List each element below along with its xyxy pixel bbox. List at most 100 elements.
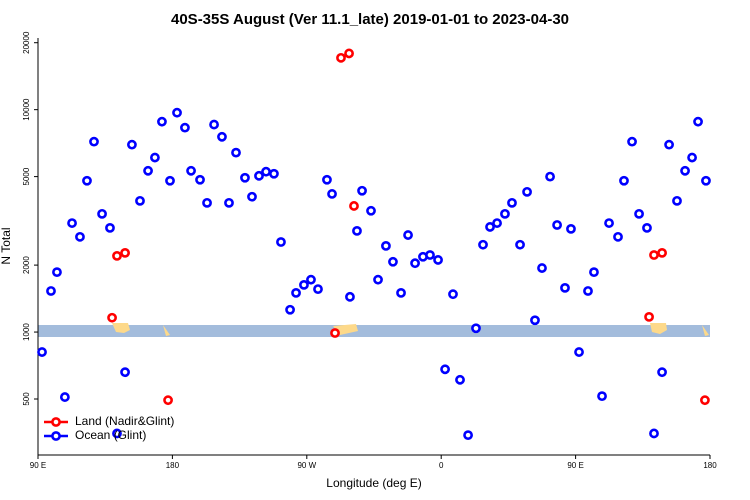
point	[693, 116, 703, 127]
point	[471, 323, 481, 334]
point	[425, 250, 435, 260]
point	[291, 287, 301, 298]
point	[75, 231, 85, 242]
point	[613, 231, 623, 242]
point	[597, 391, 607, 402]
point	[545, 171, 555, 182]
point	[537, 263, 547, 273]
point	[217, 131, 227, 142]
point	[433, 255, 443, 265]
point	[285, 304, 295, 315]
point	[112, 250, 122, 261]
point	[574, 347, 584, 357]
point	[261, 166, 271, 177]
point	[269, 168, 279, 179]
point	[403, 230, 413, 240]
point	[59, 392, 70, 402]
point	[485, 222, 495, 232]
point	[463, 430, 473, 441]
y-tick-label: 20000	[22, 31, 31, 54]
point	[37, 347, 47, 357]
point	[344, 48, 354, 59]
point	[680, 165, 690, 176]
point	[664, 139, 674, 150]
point	[82, 175, 92, 186]
point	[619, 175, 629, 186]
point	[530, 315, 540, 326]
x-tick-label: 180	[703, 461, 717, 470]
x-tick-label: 180	[166, 461, 180, 470]
point	[112, 428, 122, 439]
point	[157, 116, 167, 127]
point	[410, 258, 420, 269]
point	[515, 239, 525, 250]
point	[247, 191, 257, 202]
point	[352, 225, 362, 236]
point	[448, 289, 458, 300]
point	[135, 195, 145, 206]
point	[276, 237, 286, 247]
point	[649, 428, 659, 439]
land-shape	[650, 323, 667, 334]
point	[672, 195, 682, 206]
point	[180, 122, 190, 133]
y-axis-label: N Total	[0, 227, 13, 264]
point	[299, 279, 309, 290]
point	[357, 185, 367, 196]
y-tick-label: 10000	[22, 98, 31, 121]
y-tick-label: 2000	[22, 256, 31, 274]
point	[322, 174, 332, 185]
x-tick-label: 90 E	[30, 461, 46, 470]
point	[163, 395, 173, 406]
point	[231, 147, 241, 158]
point	[642, 222, 652, 233]
point	[522, 186, 532, 197]
point	[396, 287, 406, 298]
point	[209, 119, 219, 130]
x-tick-label: 90 W	[297, 461, 316, 470]
point	[649, 250, 659, 260]
point	[388, 256, 398, 267]
y-tick-label: 1000	[22, 323, 31, 341]
land-shape	[112, 323, 130, 333]
point	[478, 239, 488, 250]
point	[345, 291, 355, 302]
point	[657, 247, 667, 258]
point	[186, 165, 196, 176]
point	[89, 136, 99, 147]
point	[195, 174, 205, 185]
point	[701, 175, 711, 186]
point	[107, 312, 117, 323]
point	[366, 205, 376, 216]
point	[97, 208, 107, 219]
point	[240, 172, 250, 183]
land-strip	[38, 323, 710, 337]
legend-marker	[51, 431, 61, 441]
point	[327, 189, 337, 199]
point	[604, 218, 614, 228]
point	[657, 367, 667, 378]
point	[143, 165, 153, 176]
x-tick-label: 0	[439, 461, 444, 470]
y-tick-label: 5000	[22, 167, 31, 185]
point	[67, 218, 77, 228]
point	[687, 152, 697, 163]
point	[440, 364, 450, 375]
legend-label: Land (Nadir&Glint)	[75, 414, 174, 428]
point	[202, 197, 212, 208]
point	[330, 328, 340, 338]
x-tick-label: 90 E	[567, 461, 583, 470]
point	[52, 267, 62, 278]
land-shape	[702, 325, 709, 336]
point	[644, 311, 654, 322]
point	[127, 139, 137, 150]
point	[381, 240, 391, 251]
point	[165, 175, 175, 186]
point	[455, 374, 465, 385]
point	[589, 267, 599, 278]
chart-title: 40S-35S August (Ver 11.1_late) 2019-01-0…	[171, 11, 569, 28]
point	[254, 170, 264, 181]
land-shape	[163, 325, 170, 336]
point	[492, 218, 502, 228]
